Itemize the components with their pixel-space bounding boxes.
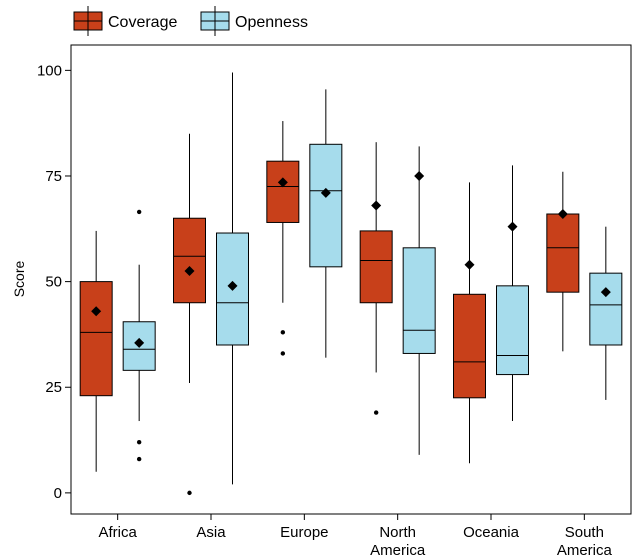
y-tick-label: 75 (45, 168, 62, 185)
box-iqr (453, 293, 486, 399)
box-coverage (173, 133, 206, 496)
x-tick-label: South (565, 524, 604, 541)
outlier-point (136, 439, 142, 445)
box-iqr (402, 247, 436, 354)
mean-marker (277, 177, 288, 188)
mean-marker (227, 280, 238, 291)
mean-marker (507, 221, 518, 232)
mean-marker (371, 200, 382, 211)
box-openness (309, 89, 343, 358)
box-openness (496, 165, 529, 422)
box-openness (216, 72, 249, 485)
box-iqr (496, 285, 529, 376)
plot-frame (70, 44, 632, 515)
y-tick-label: 25 (45, 379, 62, 396)
mean-marker (414, 170, 425, 181)
box-iqr (266, 160, 300, 223)
mean-marker (134, 337, 145, 348)
outlier-point (136, 456, 142, 462)
box-iqr (309, 143, 343, 268)
x-tick-label: Europe (280, 524, 328, 541)
y-axis-title: Score (11, 261, 27, 298)
x-tick-label: America (557, 542, 613, 557)
x-tick-label: Oceania (463, 524, 520, 541)
box-iqr (589, 272, 623, 346)
box-openness (402, 146, 436, 455)
legend-label-openness: Openness (235, 14, 308, 31)
y-tick-label: 0 (54, 485, 62, 502)
box-coverage (453, 182, 486, 464)
mean-marker (600, 287, 611, 298)
box-coverage (546, 171, 580, 352)
box-openness (122, 209, 156, 462)
mean-marker (557, 209, 568, 220)
x-tick-label: North (379, 524, 416, 541)
box-iqr (173, 217, 206, 304)
outlier-point (187, 490, 192, 496)
legend-item-coverage: Coverage (73, 6, 177, 36)
box-coverage (359, 142, 393, 415)
x-tick-label: Africa (98, 524, 137, 541)
box-iqr (359, 230, 393, 304)
y-tick-label: 100 (37, 62, 62, 79)
x-tick-label: Asia (196, 524, 226, 541)
y-tick-label: 50 (45, 274, 62, 291)
mean-marker (464, 259, 475, 270)
mean-marker (184, 266, 195, 277)
box-iqr (546, 213, 580, 293)
legend-label-coverage: Coverage (108, 14, 177, 31)
mean-marker (320, 187, 331, 198)
legend: Coverage Openness (73, 6, 308, 36)
box-coverage (79, 230, 113, 472)
outlier-point (280, 351, 286, 356)
outlier-point (280, 330, 286, 335)
box-coverage (266, 121, 300, 356)
mean-marker (91, 306, 102, 317)
legend-item-openness: Openness (200, 6, 308, 36)
x-tick-label: America (370, 542, 426, 557)
box-iqr (79, 281, 113, 397)
outlier-point (136, 209, 142, 215)
box-openness (589, 226, 623, 400)
outlier-point (373, 410, 379, 415)
